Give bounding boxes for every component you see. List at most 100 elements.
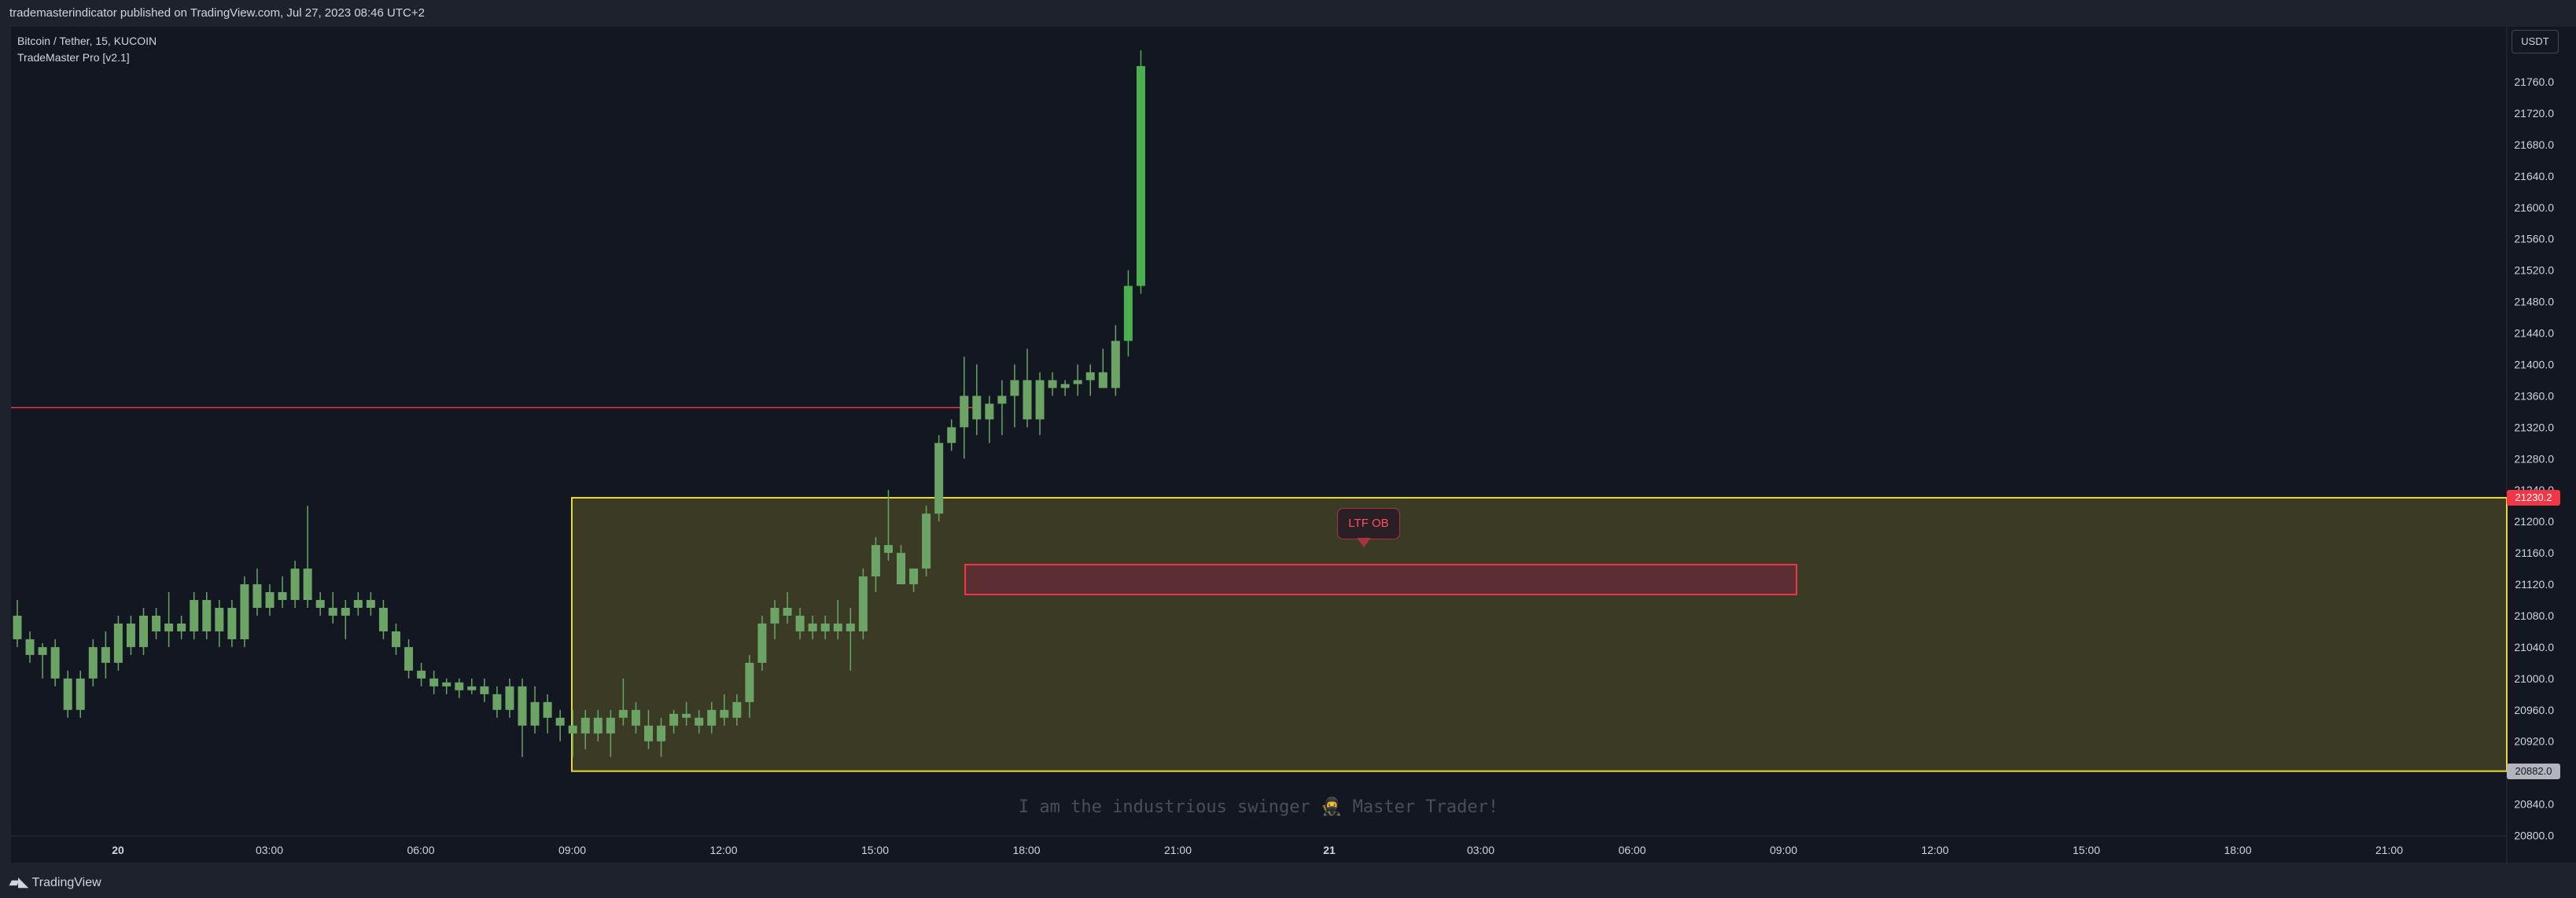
candle[interactable] xyxy=(858,569,868,639)
candle[interactable] xyxy=(38,642,47,679)
candle[interactable] xyxy=(252,569,262,616)
candle[interactable] xyxy=(278,576,287,608)
candle[interactable] xyxy=(505,678,514,718)
candle[interactable] xyxy=(353,592,363,616)
candle[interactable] xyxy=(745,654,754,718)
candle[interactable] xyxy=(720,694,729,726)
candle[interactable] xyxy=(757,615,767,671)
candle-body xyxy=(1123,285,1133,341)
symbol-label[interactable]: Bitcoin / Tether, 15, KUCOIN xyxy=(17,35,157,47)
candle[interactable] xyxy=(101,631,110,679)
candle[interactable] xyxy=(580,709,590,749)
candle[interactable] xyxy=(467,678,477,694)
indicator-label[interactable]: TradeMaster Pro [v2.1] xyxy=(17,51,130,64)
candle[interactable] xyxy=(518,678,527,757)
candle[interactable] xyxy=(960,356,969,459)
candle[interactable] xyxy=(88,639,98,686)
candle[interactable] xyxy=(492,686,502,718)
candle[interactable] xyxy=(1010,364,1019,428)
candle-body xyxy=(404,646,414,671)
candle[interactable] xyxy=(631,701,640,734)
candle[interactable] xyxy=(972,364,982,436)
candle[interactable] xyxy=(152,607,161,639)
candle[interactable] xyxy=(76,670,85,718)
candle[interactable] xyxy=(618,678,628,726)
candle[interactable] xyxy=(1136,50,1145,294)
candle[interactable] xyxy=(846,607,855,671)
candle[interactable] xyxy=(13,600,22,647)
candle[interactable] xyxy=(455,678,464,698)
candle[interactable] xyxy=(378,600,388,639)
candle[interactable] xyxy=(568,709,577,757)
candle[interactable] xyxy=(290,561,300,608)
candle[interactable] xyxy=(1048,372,1057,396)
candle[interactable] xyxy=(883,490,893,561)
candle[interactable] xyxy=(215,600,224,647)
candle[interactable] xyxy=(795,607,805,639)
tradingview-logo[interactable]: ▰◣ TradingView xyxy=(9,867,101,898)
candle[interactable] xyxy=(164,592,174,647)
yellow-premium-zone[interactable] xyxy=(571,497,2508,772)
candle[interactable] xyxy=(240,576,249,647)
candle[interactable] xyxy=(429,670,439,694)
candle[interactable] xyxy=(644,709,653,749)
candle[interactable] xyxy=(1060,380,1070,396)
candle[interactable] xyxy=(392,623,400,655)
candle[interactable] xyxy=(190,592,199,639)
currency-button[interactable]: USDT xyxy=(2512,30,2559,53)
candle[interactable] xyxy=(707,701,717,734)
candle[interactable] xyxy=(543,694,552,734)
candle[interactable] xyxy=(909,569,919,593)
candle[interactable] xyxy=(63,670,72,718)
candle[interactable] xyxy=(1085,364,1095,396)
candle[interactable] xyxy=(593,709,603,742)
candle[interactable] xyxy=(1023,348,1032,428)
candle[interactable] xyxy=(341,600,350,639)
candle[interactable] xyxy=(732,694,742,726)
candle[interactable] xyxy=(265,584,275,616)
candle[interactable] xyxy=(1111,325,1120,396)
candle[interactable] xyxy=(328,592,337,624)
candle[interactable] xyxy=(404,639,414,679)
candle[interactable] xyxy=(682,701,691,726)
candle[interactable] xyxy=(606,709,615,757)
candle[interactable] xyxy=(480,678,489,702)
candle[interactable] xyxy=(922,506,931,577)
candle[interactable] xyxy=(113,615,123,671)
zones-layer xyxy=(571,497,2508,772)
candle[interactable] xyxy=(669,709,679,734)
ltf-ob-zone[interactable] xyxy=(964,564,1797,596)
candle[interactable] xyxy=(783,592,792,624)
candle[interactable] xyxy=(177,615,186,639)
candle[interactable] xyxy=(833,600,842,639)
candle[interactable] xyxy=(315,592,325,616)
candle[interactable] xyxy=(366,592,375,616)
candle[interactable] xyxy=(871,537,880,593)
candle[interactable] xyxy=(417,662,426,686)
candle[interactable] xyxy=(555,709,565,742)
candle[interactable] xyxy=(442,678,451,694)
candle[interactable] xyxy=(1123,270,1133,357)
candle[interactable] xyxy=(1073,364,1082,396)
candle[interactable] xyxy=(997,380,1007,436)
candle[interactable] xyxy=(530,686,540,734)
candle[interactable] xyxy=(897,545,905,585)
candle[interactable] xyxy=(934,435,944,522)
candle[interactable] xyxy=(695,709,704,734)
candle[interactable] xyxy=(1035,372,1045,436)
candle[interactable] xyxy=(227,600,237,647)
candle[interactable] xyxy=(770,600,779,639)
candle[interactable] xyxy=(1098,348,1107,388)
candle[interactable] xyxy=(126,615,135,655)
candle[interactable] xyxy=(50,639,60,686)
candle[interactable] xyxy=(25,631,35,663)
candle[interactable] xyxy=(657,717,666,757)
candle[interactable] xyxy=(202,592,212,639)
candle[interactable] xyxy=(947,419,956,451)
candle[interactable] xyxy=(985,396,994,443)
candle[interactable] xyxy=(808,615,817,639)
candle[interactable] xyxy=(303,506,312,608)
candle[interactable] xyxy=(820,615,830,639)
candle[interactable] xyxy=(139,607,148,655)
